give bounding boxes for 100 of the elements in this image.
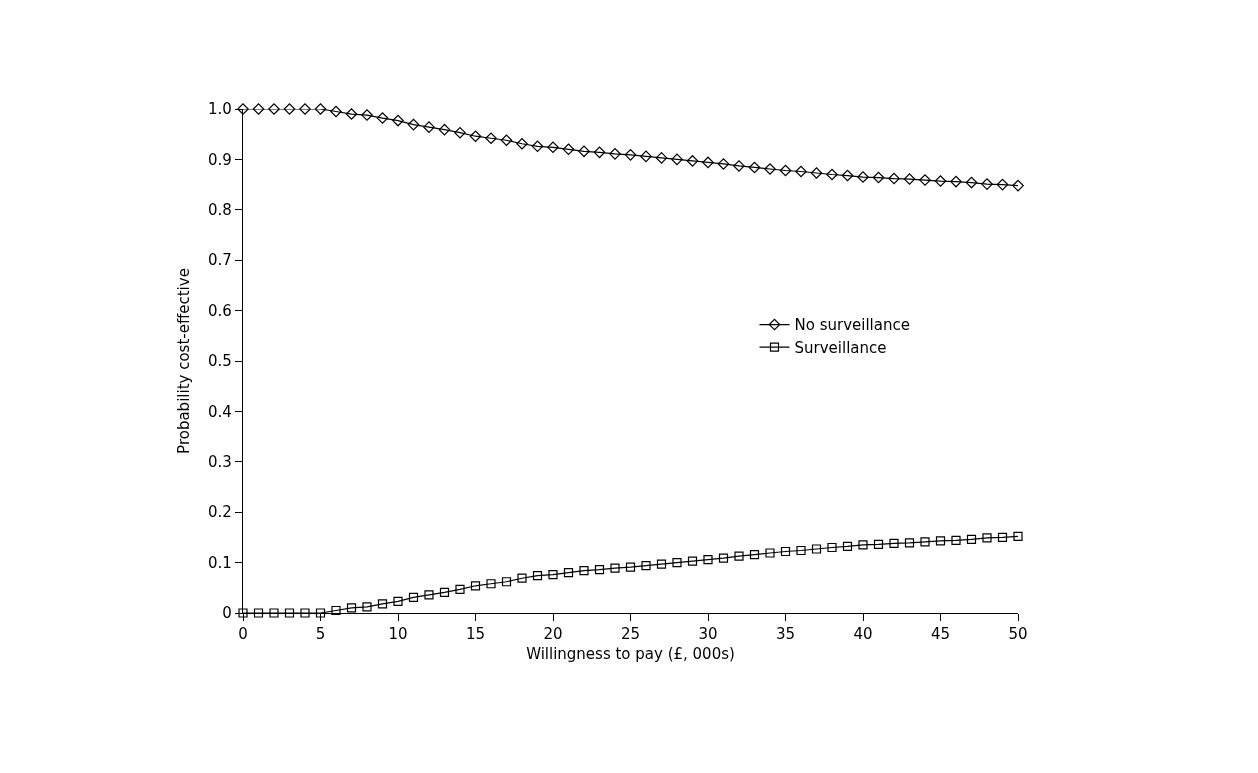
point — [904, 538, 915, 548]
point — [889, 538, 899, 549]
point — [469, 130, 482, 143]
point — [500, 134, 513, 147]
point — [827, 542, 837, 553]
point — [252, 103, 265, 115]
point — [253, 608, 264, 618]
point — [903, 173, 916, 185]
legend-label: No surveillance — [794, 316, 910, 335]
point — [454, 126, 466, 139]
y-tick-label: 0.6 — [208, 301, 232, 320]
point — [346, 603, 357, 613]
point — [470, 581, 481, 591]
y-axis-title: Probability cost-effective — [175, 268, 194, 454]
point — [268, 103, 280, 115]
point — [858, 540, 868, 550]
point — [361, 109, 373, 121]
point — [1013, 531, 1023, 541]
point — [314, 103, 327, 115]
x-tick-label: 35 — [775, 625, 796, 644]
point — [951, 535, 961, 546]
point — [283, 103, 296, 115]
point — [656, 559, 667, 569]
point — [438, 123, 451, 136]
point — [547, 141, 559, 154]
point — [966, 534, 977, 545]
point — [873, 539, 884, 550]
y-tick-label: 0.3 — [208, 453, 232, 472]
point — [610, 563, 620, 573]
point — [407, 118, 420, 131]
point — [424, 590, 434, 600]
point — [703, 554, 713, 565]
point — [485, 132, 497, 145]
y-tick-label: 0 — [222, 604, 232, 623]
point — [686, 155, 699, 167]
point — [593, 146, 606, 159]
point — [315, 608, 326, 618]
x-tick-label: 25 — [620, 625, 641, 644]
point — [376, 112, 389, 124]
x-tick-label: 45 — [930, 625, 951, 644]
point — [1012, 179, 1024, 192]
point — [671, 153, 683, 166]
point — [796, 545, 806, 556]
x-tick-label: 0 — [238, 625, 248, 644]
point — [655, 152, 668, 164]
point — [345, 108, 358, 120]
point — [393, 596, 403, 607]
y-tick-label: 0.1 — [208, 553, 232, 572]
point — [997, 532, 1008, 542]
point — [269, 608, 279, 618]
point — [362, 602, 372, 612]
point — [888, 172, 900, 185]
point — [717, 158, 730, 170]
x-tick-label: 15 — [465, 625, 486, 644]
point — [920, 537, 930, 547]
point — [501, 577, 512, 587]
point — [919, 174, 931, 186]
point — [640, 150, 652, 163]
point — [672, 558, 682, 568]
point — [486, 579, 496, 589]
point — [765, 548, 775, 558]
point — [857, 171, 869, 183]
point — [749, 549, 760, 560]
point — [734, 551, 744, 561]
point — [842, 541, 853, 552]
point — [300, 608, 310, 618]
point — [965, 176, 978, 189]
point — [516, 137, 528, 150]
x-tick-label: 20 — [543, 625, 563, 644]
point — [579, 566, 589, 576]
point — [718, 553, 729, 563]
point — [764, 163, 776, 175]
point — [517, 573, 527, 583]
legend-label: Surveillance — [794, 338, 887, 357]
point — [562, 143, 575, 156]
point — [377, 599, 388, 609]
point — [795, 165, 807, 178]
x-tick-label: 50 — [1008, 625, 1028, 644]
point — [996, 178, 1009, 191]
point — [423, 121, 435, 133]
point — [299, 103, 311, 115]
point — [548, 570, 558, 580]
point — [982, 533, 992, 543]
point — [733, 160, 745, 172]
point — [624, 149, 637, 161]
x-tick-label: 40 — [853, 625, 873, 644]
point — [841, 169, 854, 182]
point — [950, 175, 962, 188]
point — [330, 105, 342, 118]
x-axis-title: Willingness to pay (£, 000s) — [526, 645, 735, 664]
point — [455, 584, 465, 594]
point — [392, 114, 404, 127]
point — [331, 605, 341, 616]
point — [625, 562, 636, 572]
y-tick-label: 0.5 — [208, 352, 232, 371]
point — [748, 161, 761, 174]
y-tick-label: 0.7 — [208, 251, 232, 270]
point — [780, 546, 791, 557]
point — [981, 178, 993, 190]
point — [810, 167, 823, 179]
